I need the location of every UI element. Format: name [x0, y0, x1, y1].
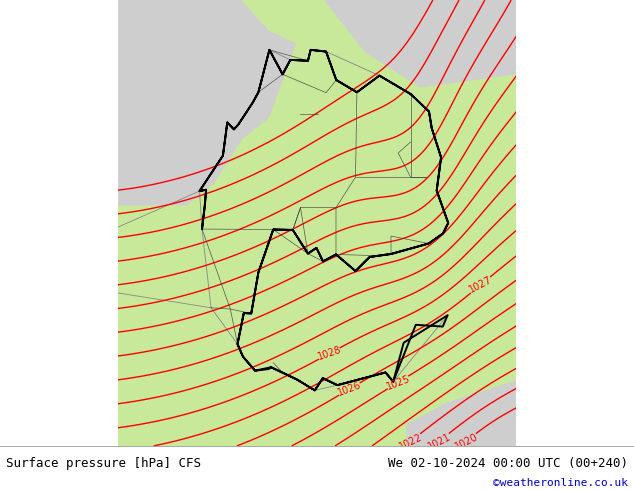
- Text: 1020: 1020: [453, 431, 479, 451]
- Text: 1025: 1025: [385, 373, 411, 392]
- Text: 1028: 1028: [316, 345, 342, 362]
- Polygon shape: [117, 0, 296, 205]
- Text: 1027: 1027: [467, 275, 494, 295]
- Text: 1021: 1021: [426, 431, 453, 451]
- Text: Surface pressure [hPa] CFS: Surface pressure [hPa] CFS: [6, 457, 202, 469]
- Text: We 02-10-2024 00:00 UTC (00+240): We 02-10-2024 00:00 UTC (00+240): [387, 457, 628, 469]
- Text: 1026: 1026: [336, 380, 363, 398]
- Polygon shape: [324, 0, 517, 87]
- Polygon shape: [406, 380, 517, 446]
- Polygon shape: [200, 50, 448, 391]
- Text: ©weatheronline.co.uk: ©weatheronline.co.uk: [493, 478, 628, 488]
- Text: 1022: 1022: [397, 432, 424, 451]
